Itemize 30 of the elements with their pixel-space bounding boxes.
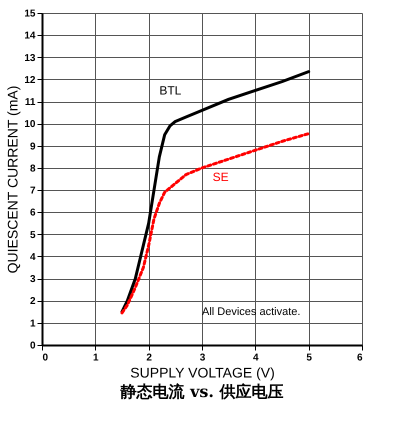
y-tick-label: 5: [30, 230, 36, 241]
x-tick-label: 3: [200, 352, 206, 364]
text: 静态电流 vs. 供应电压: [119, 382, 284, 401]
y-axis-title: QUIESCENT CURRENT (mA): [4, 86, 20, 274]
y-tick-label: 7: [30, 186, 36, 197]
x-tick-label: 1: [93, 352, 100, 364]
x-tick-label: 4: [253, 352, 260, 364]
y-tick-label: 9: [30, 141, 36, 152]
x-tick-label: 0: [42, 352, 48, 364]
y-tick-label: 6: [30, 208, 36, 219]
series-label: SE: [212, 170, 229, 184]
y-tick-label: 0: [30, 340, 36, 352]
y-tick-label: 14: [24, 30, 36, 42]
y-tick-label: 3: [30, 274, 36, 286]
y-tick-label: 15: [24, 8, 36, 20]
y-tick-label: 11: [24, 97, 36, 108]
y-tick-label: 13: [24, 52, 36, 64]
line-series: [120, 70, 310, 314]
y-tick-label: 2: [30, 296, 36, 308]
x-tick-label: 5: [306, 352, 312, 364]
x-tick-label: 6: [356, 352, 363, 364]
y-tick-label: 10: [24, 119, 36, 130]
x-axis-title: SUPPLY VOLTAGE (V): [130, 364, 275, 380]
y-tick-label: 1: [30, 318, 36, 330]
line-series: [120, 132, 310, 314]
y-tick-label: 4: [30, 252, 36, 263]
y-tick-label: 8: [30, 163, 36, 174]
series-label: BTL: [159, 83, 182, 98]
x-tick-label: 2: [146, 352, 152, 364]
y-tick-label: 12: [24, 74, 36, 86]
